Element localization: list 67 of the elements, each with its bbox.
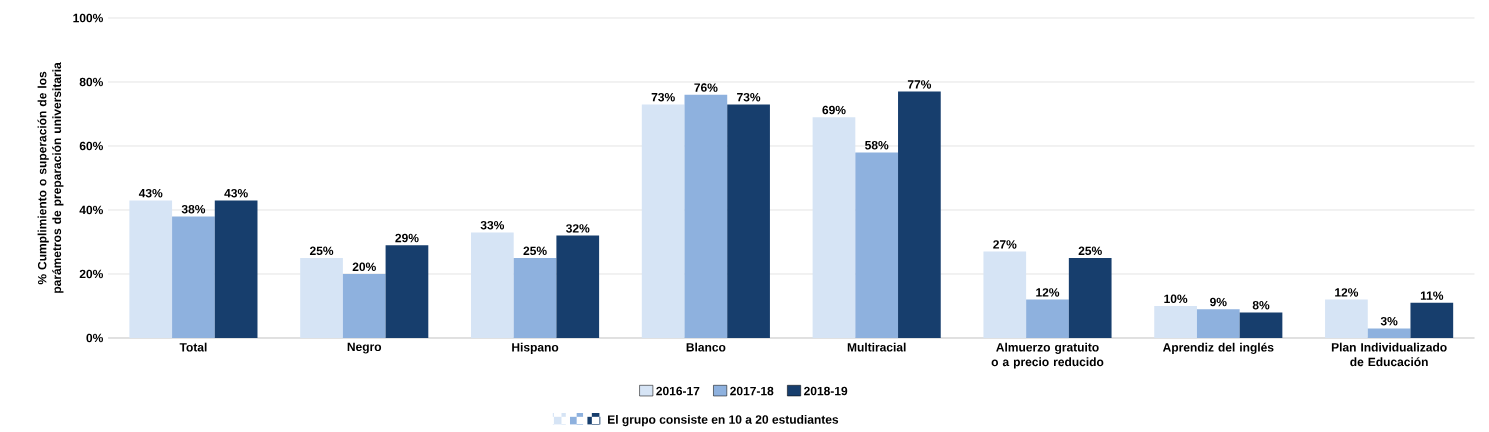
bar <box>855 152 899 338</box>
data-label: 43% <box>224 188 248 198</box>
data-label: 33% <box>480 220 505 230</box>
bar <box>513 257 557 338</box>
y-tick-label: 80% <box>79 77 103 87</box>
y-tick-label: 100% <box>73 13 103 23</box>
data-label: 77% <box>907 80 932 89</box>
data-label: 58% <box>865 140 889 150</box>
y-tick-label: 60% <box>79 141 103 151</box>
text: El grupo consiste en 10 a 20 estudiantes <box>608 414 839 427</box>
data-label: 8% <box>1252 300 1270 310</box>
y-axis-title: % Cumplimiento o superación de los parámetros de preparación universitaria <box>37 62 64 293</box>
data-label: 27% <box>993 240 1017 249</box>
bar <box>898 91 941 338</box>
data-label: 20% <box>352 262 376 272</box>
legend-label: 2016-17 <box>656 386 700 396</box>
data-label: 73% <box>651 92 675 102</box>
bar <box>1410 302 1454 338</box>
x-tick-label: Total <box>179 342 207 352</box>
y-tick-label: 40% <box>79 205 103 215</box>
data-label: 25% <box>309 246 334 256</box>
bar <box>471 232 514 338</box>
legend-label: 2018-19 <box>804 386 848 396</box>
bar <box>1196 309 1240 338</box>
y-tick-label: 0% <box>86 333 103 343</box>
bar <box>641 104 685 338</box>
y-tick-label: 20% <box>79 269 103 279</box>
x-tick-label: Multiracial <box>847 342 906 352</box>
data-label: 76% <box>694 83 718 92</box>
bar <box>1026 299 1069 338</box>
data-label: 29% <box>395 233 419 243</box>
data-label: 25% <box>523 246 547 256</box>
bar <box>983 251 1027 338</box>
data-label: 3% <box>1380 316 1398 326</box>
bar <box>684 94 728 338</box>
bar <box>556 235 600 338</box>
bar <box>129 200 173 338</box>
x-tick-label: Hispano <box>512 342 559 354</box>
data-label: 9% <box>1210 297 1227 307</box>
data-label: 73% <box>737 92 761 102</box>
data-label: 25% <box>1078 246 1102 256</box>
bar <box>812 117 856 338</box>
bar <box>727 104 770 338</box>
bar <box>1068 257 1112 338</box>
data-label: 38% <box>181 204 206 214</box>
data-label: 69% <box>822 105 846 115</box>
data-label: 10% <box>1164 294 1188 304</box>
bar <box>342 273 386 338</box>
data-label: 43% <box>138 188 163 198</box>
data-label: 12% <box>1036 288 1060 297</box>
x-tick-label: Aprendiz del inglés <box>1162 342 1274 355</box>
x-tick-label: Negro <box>347 342 382 354</box>
bar <box>1154 305 1197 338</box>
bar <box>300 257 343 338</box>
bar <box>1325 299 1368 338</box>
bar <box>385 245 429 338</box>
legend-label: 2017-18 <box>730 386 774 396</box>
x-tick-label: Blanco <box>686 342 726 352</box>
data-label: 12% <box>1335 288 1359 297</box>
data-label: 32% <box>566 224 590 233</box>
bar <box>1367 328 1411 338</box>
bar <box>214 200 258 338</box>
data-label: 11% <box>1420 291 1444 300</box>
x-tick-label: Plan Individualizado de Educación <box>1331 342 1447 367</box>
bar <box>172 216 215 338</box>
bar <box>1239 312 1283 338</box>
x-tick-label: Almuerzo gratuito o a precio reducido <box>991 342 1104 369</box>
